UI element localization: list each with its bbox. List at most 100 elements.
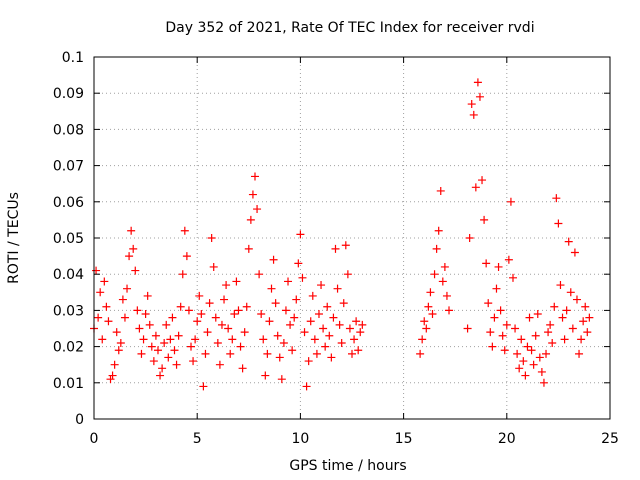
data-point [323,302,332,311]
data-point [255,270,264,279]
y-tick-label: 0.09 [53,86,84,102]
data-point [302,382,311,391]
data-point [546,320,555,329]
data-point [420,317,429,326]
data-point [585,313,594,322]
x-axis-ticks: 0 5 10 15 20 25 [90,57,619,447]
data-point [422,324,431,333]
data-point [469,110,478,119]
chart-title: Day 352 of 2021, Rate Of TEC Index for r… [165,20,534,36]
data-point [527,346,536,355]
data-point [267,284,276,293]
data-point [131,266,140,275]
data-point [92,266,101,275]
x-tick-label: 0 [90,431,99,447]
data-point [172,360,181,369]
data-point [348,349,356,358]
data-point [511,324,520,333]
data-point [482,259,491,268]
data-point [356,328,365,337]
y-tick-label: 0.02 [53,340,84,356]
data-point [220,295,229,304]
data-point [201,349,210,358]
data-point [317,281,326,290]
data-point [480,215,489,224]
data-point [236,342,245,351]
data-point [211,313,220,322]
data-point [123,284,132,293]
y-tick-label: 0.07 [53,159,84,175]
data-point [275,353,284,362]
data-point [149,357,158,366]
data-point [583,328,592,337]
data-point [242,302,251,311]
data-point [319,324,328,333]
data-point [263,349,272,358]
data-point [521,371,530,380]
x-tick-label: 5 [193,431,202,447]
data-point [240,328,249,337]
data-point [467,100,476,109]
data-point [187,342,196,351]
data-point [203,328,212,337]
data-point [523,342,532,351]
data-point [143,291,152,300]
data-point [129,244,138,253]
data-point [445,306,454,315]
data-point [508,273,517,282]
data-point [531,331,540,340]
data-point [572,295,581,304]
data-point [250,172,259,181]
data-point [339,299,348,308]
data-point [570,248,579,257]
data-points [90,78,594,391]
data-point [116,338,125,347]
data-point [310,335,319,344]
data-point [253,205,262,214]
data-point [180,226,189,235]
data-point [475,92,484,101]
data-point [341,241,350,250]
data-point [222,281,231,290]
data-point [244,244,253,253]
data-point [118,295,127,304]
data-point [160,338,169,347]
data-point [112,328,121,337]
data-point [213,338,222,347]
data-point [438,277,447,286]
data-point [182,252,191,261]
data-point [292,295,301,304]
data-point [104,317,113,326]
data-point [102,302,111,311]
data-point [484,299,493,308]
data-point [314,310,323,319]
data-point [288,346,297,355]
x-tick-label: 15 [395,431,413,447]
data-point [176,302,185,311]
data-point [465,234,474,242]
data-point [135,324,144,333]
data-point [127,226,136,235]
x-tick-label: 20 [498,431,516,447]
data-point [228,335,237,344]
data-point [321,342,330,351]
x-tick-label: 10 [291,431,309,447]
data-point [232,277,241,286]
y-tick-label: 0.05 [53,231,84,247]
data-point [226,349,235,358]
data-point [517,335,526,344]
data-point [513,349,522,358]
data-point [442,291,451,300]
data-point [141,310,150,319]
data-point [139,335,148,344]
data-point [432,244,441,253]
data-point [308,291,317,300]
data-point [158,364,167,373]
data-point [568,324,577,333]
y-tick-label: 0.08 [53,122,84,138]
data-point [581,302,590,311]
data-point [564,237,573,246]
data-point [151,331,160,340]
data-point [488,342,497,351]
data-point [350,335,359,344]
